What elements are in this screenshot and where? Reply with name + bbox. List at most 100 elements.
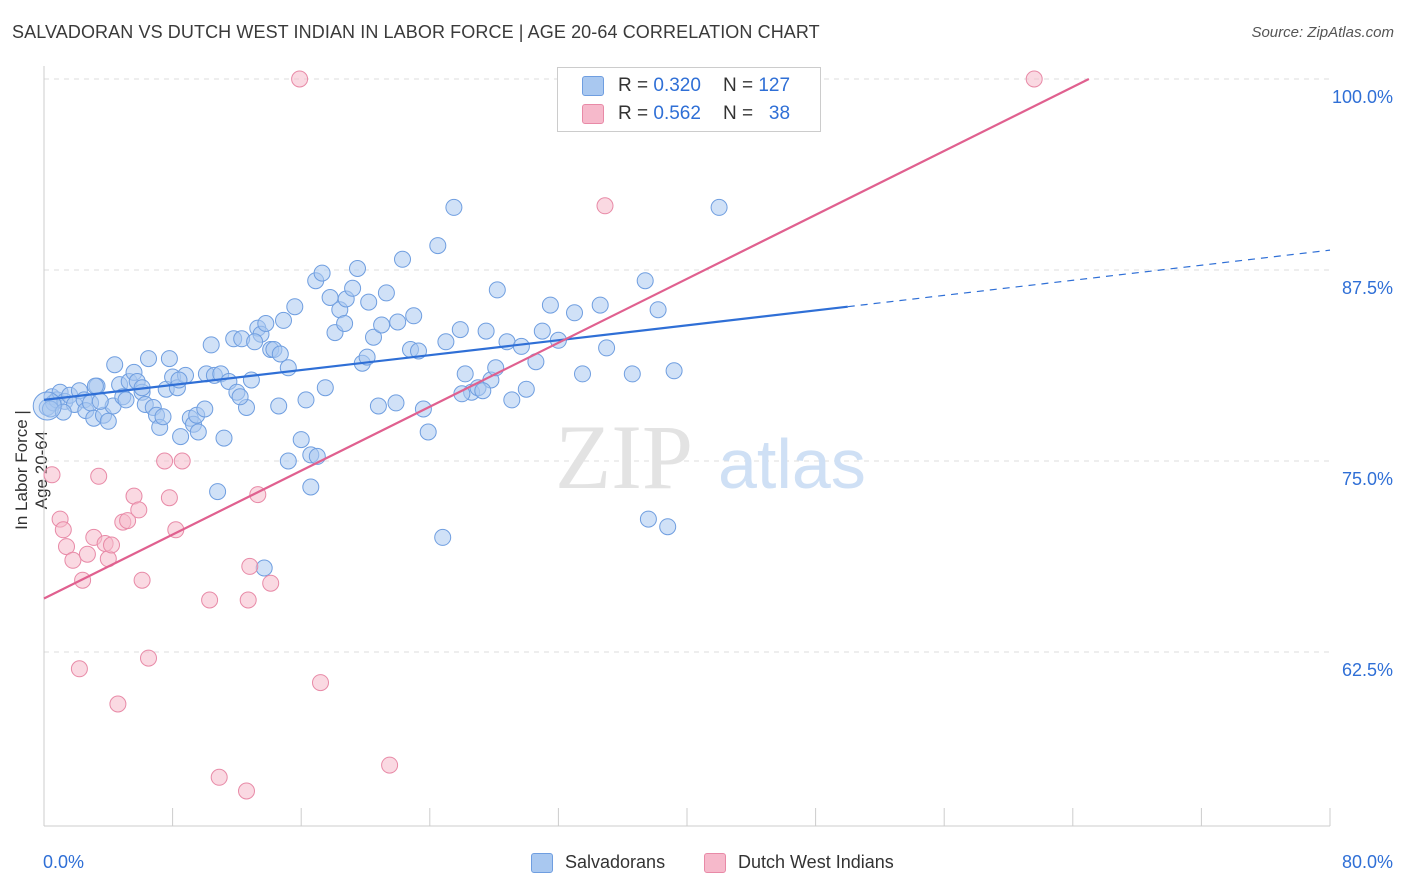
salvadoran-point-42	[202, 336, 220, 354]
salvadoran-point-97	[488, 281, 506, 299]
salvadoran-point-91	[451, 321, 469, 339]
salvadoran-point-40	[189, 423, 207, 441]
salvadoran-point-90	[445, 198, 463, 216]
salvadoran-cluster-point	[32, 391, 62, 421]
dutch-west-indian-point-20	[156, 452, 174, 470]
trend-lines	[43, 78, 1331, 600]
salvadoran-point-100	[512, 337, 530, 355]
dutch-west-indian-point-5	[70, 660, 88, 678]
salvadoran-point-107	[574, 365, 591, 383]
salvadoran-point-133	[336, 315, 354, 332]
salvadoran-point-130	[196, 400, 214, 418]
dutch-west-indian-point-7	[78, 545, 96, 563]
salvadoran-point-78	[373, 316, 391, 334]
salvadoran-point-112	[639, 510, 657, 528]
salvadoran-point-99	[503, 391, 521, 409]
salvadoran-point-114	[659, 518, 677, 536]
legend-r-value: 0.562	[653, 103, 701, 124]
salvadoran-point-135	[474, 382, 492, 400]
bottom-legend-dutch-west-indians: Dutch West Indians	[704, 852, 894, 873]
salvadoran-point-108	[591, 296, 609, 314]
salvadoran-point-80	[387, 394, 405, 412]
salvadoran-point-89	[437, 333, 455, 351]
salvadoran-point-104	[541, 296, 559, 314]
legend-row-dutch-west-indians: R = 0.562 N = 38	[582, 101, 790, 127]
x-tick-max: 80.0%	[1341, 852, 1393, 872]
salvadoran-point-87	[419, 423, 437, 441]
dutch-west-indian-point-12	[103, 536, 120, 554]
stats-legend: R = 0.320 N = 127 R = 0.562 N = 38	[557, 67, 821, 132]
salvadoran-point-77	[369, 397, 387, 415]
dutch-west-indian-point-2	[54, 521, 72, 539]
salvadoran-point-81	[389, 313, 407, 331]
dutch-west-indian-point-34	[596, 197, 614, 215]
salvadoran-point-88	[429, 237, 447, 255]
salvadoran-point-119	[302, 478, 320, 496]
salvadoran-point-109	[598, 339, 616, 357]
salvadoran-point-92	[456, 365, 474, 383]
dutch-west-indian-point-18	[133, 571, 151, 589]
salvadoran-point-131	[246, 333, 264, 351]
bottom-legend-salvadorans: Salvadorans	[531, 852, 665, 873]
legend-swatch-blue	[582, 76, 604, 96]
salvadoran-point-17	[106, 356, 124, 374]
salvadoran-point-45	[215, 429, 233, 447]
salvadoran-point-79	[377, 284, 395, 302]
salvadoran-point-106	[566, 304, 583, 322]
dutch-west-indian-trend-line	[43, 78, 1090, 600]
bottom-legend-label: Dutch West Indians	[738, 852, 894, 872]
salvadoran-point-103	[533, 322, 551, 340]
salvadoran-point-30	[154, 408, 172, 426]
salvadoran-point-82	[394, 250, 411, 268]
dutch-west-indian-point-21	[160, 489, 178, 507]
salvadoran-point-62	[297, 391, 315, 409]
dutch-west-indian-point-23	[173, 452, 191, 470]
salvadoran-point-66	[316, 379, 334, 397]
salvadoran-point-118	[209, 483, 227, 501]
salvadoran-point-127	[86, 377, 104, 395]
legend-swatch-pink	[582, 104, 604, 124]
dutch-west-indian-point-32	[312, 674, 329, 692]
salvadoran-point-59	[279, 359, 297, 377]
salvadoran-trend-extension	[847, 249, 1331, 308]
dutch-west-indian-point-9	[90, 467, 108, 485]
salvadoran-point-61	[292, 431, 310, 449]
salvadoran-point-116	[710, 198, 728, 216]
salvadoran-point-113	[649, 301, 667, 319]
salvadoran-point-126	[54, 403, 72, 421]
bottom-swatch-pink	[704, 852, 726, 873]
axes	[43, 66, 1331, 827]
salvadoran-point-35	[172, 428, 190, 446]
salvadoran-point-60	[286, 298, 304, 316]
salvadoran-point-57	[270, 397, 288, 415]
salvadoran-point-65	[313, 264, 331, 282]
x-tick-min: 0.0%	[43, 852, 85, 872]
watermark-atlas: atlas	[718, 425, 866, 503]
salvadoran-point-58	[275, 311, 292, 329]
salvadoran-point-54	[257, 315, 275, 332]
watermark: ZIP atlas	[555, 406, 866, 508]
salvadoran-point-84	[405, 307, 423, 325]
dutch-west-indian-point-28	[241, 557, 259, 575]
dutch-west-indian-point-15	[119, 512, 137, 530]
salvadoran-point-121	[279, 452, 297, 470]
dutch-west-indian-point-31	[291, 70, 309, 88]
y-tick-75: 75.0%	[1341, 469, 1393, 489]
y-tick-87-5: 87.5%	[1341, 278, 1393, 298]
dutch-west-indian-point-24	[201, 591, 219, 609]
salvadoran-point-115	[665, 362, 683, 380]
dutch-west-indian-point-33	[381, 756, 399, 774]
dutch-west-indian-point-27	[239, 591, 257, 609]
chart-title: SALVADORAN VS DUTCH WEST INDIAN IN LABOR…	[12, 22, 820, 42]
dutch-west-indian-point-19	[140, 649, 157, 667]
salvadoran-point-32	[160, 350, 178, 368]
legend-n-label: N =	[722, 103, 754, 124]
legend-r-label: R =	[618, 75, 649, 96]
salvadoran-point-75	[360, 293, 378, 311]
salvadoran-point-110	[623, 365, 641, 383]
salvadoran-point-120	[434, 528, 452, 546]
salvadoran-point-26	[140, 350, 157, 368]
dutch-west-indian-point-30	[262, 574, 280, 592]
salvadoran-point-124	[91, 392, 109, 410]
